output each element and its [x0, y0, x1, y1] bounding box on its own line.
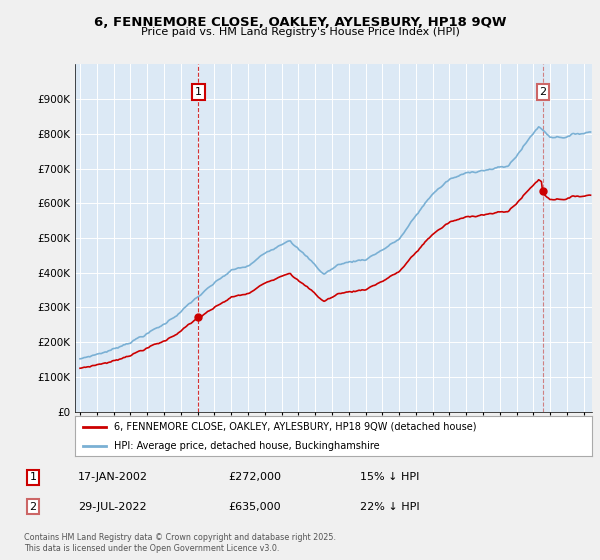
Text: 2: 2 — [29, 502, 37, 512]
Text: Contains HM Land Registry data © Crown copyright and database right 2025.
This d: Contains HM Land Registry data © Crown c… — [24, 533, 336, 553]
Text: Price paid vs. HM Land Registry's House Price Index (HPI): Price paid vs. HM Land Registry's House … — [140, 27, 460, 37]
Text: 29-JUL-2022: 29-JUL-2022 — [78, 502, 146, 512]
Text: HPI: Average price, detached house, Buckinghamshire: HPI: Average price, detached house, Buck… — [114, 441, 379, 450]
Text: 1: 1 — [29, 472, 37, 482]
Text: 17-JAN-2002: 17-JAN-2002 — [78, 472, 148, 482]
Text: 6, FENNEMORE CLOSE, OAKLEY, AYLESBURY, HP18 9QW: 6, FENNEMORE CLOSE, OAKLEY, AYLESBURY, H… — [94, 16, 506, 29]
Text: 15% ↓ HPI: 15% ↓ HPI — [360, 472, 419, 482]
Text: 1: 1 — [195, 87, 202, 97]
Text: 22% ↓ HPI: 22% ↓ HPI — [360, 502, 419, 512]
Text: 6, FENNEMORE CLOSE, OAKLEY, AYLESBURY, HP18 9QW (detached house): 6, FENNEMORE CLOSE, OAKLEY, AYLESBURY, H… — [114, 422, 476, 432]
Text: £272,000: £272,000 — [228, 472, 281, 482]
Text: 2: 2 — [539, 87, 547, 97]
Text: £635,000: £635,000 — [228, 502, 281, 512]
